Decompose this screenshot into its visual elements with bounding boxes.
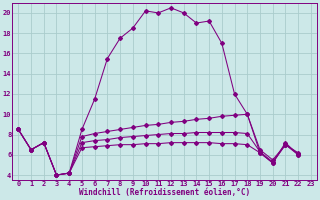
X-axis label: Windchill (Refroidissement éolien,°C): Windchill (Refroidissement éolien,°C) — [79, 188, 250, 197]
